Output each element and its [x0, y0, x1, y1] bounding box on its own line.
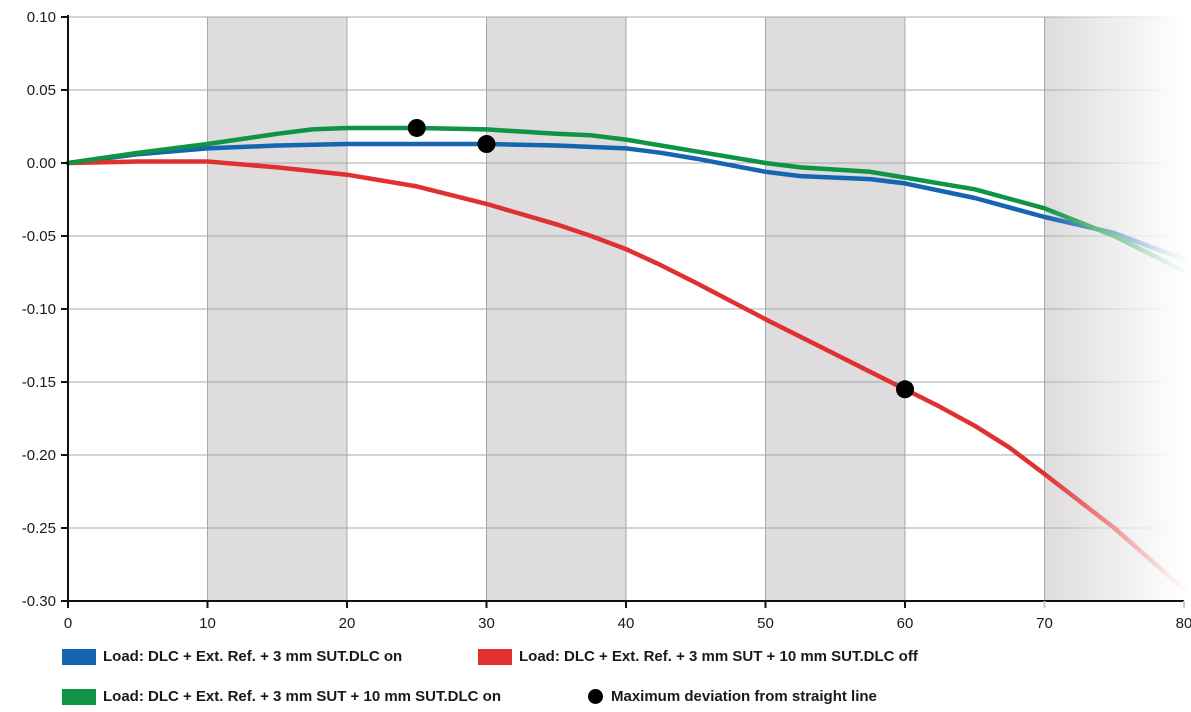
deviation-markers [407, 118, 914, 399]
y-tick-label-2: 0.00 [27, 155, 56, 172]
y-tick-labels: 0.10 0.05 0.00 -0.05 -0.10 -0.15 -0.20 -0.25 -0.… [22, 9, 56, 610]
legend-item-marker: Maximum deviation from straight line [588, 688, 877, 705]
x-tick-labels: 0 10 20 30 40 50 60 70 80 [64, 615, 1191, 632]
y-tick-label-5: -0.15 [22, 374, 56, 391]
legend-label-red: Load: DLC + Ext. Ref. + 3 mm SUT + 10 mm… [519, 648, 918, 665]
x-tick-label-2: 20 [339, 615, 356, 632]
max-deviation-point-0 [407, 118, 426, 137]
y-tick-label-1: 0.05 [27, 82, 56, 99]
max-deviation-point-2 [896, 380, 914, 399]
max-deviation-point-1 [477, 135, 496, 154]
y-tick-label-6: -0.20 [22, 447, 56, 464]
x-tick-label-5: 50 [757, 615, 774, 632]
legend-label-marker: Maximum deviation from straight line [611, 688, 877, 705]
legend-marker-dot [588, 689, 603, 704]
legend-swatch-green [62, 688, 96, 705]
x-tick-label-7: 70 [1036, 615, 1053, 632]
x-tick-label-0: 0 [64, 615, 72, 632]
series-lines [65, 125, 1187, 592]
series-line-0 [65, 141, 1187, 262]
legend-item-green: Load: DLC + Ext. Ref. + 3 mm SUT + 10 mm… [62, 688, 501, 705]
y-tick-label-7: -0.25 [22, 520, 56, 537]
x-tick-label-1: 10 [199, 615, 216, 632]
legend-item-red: Load: DLC + Ext. Ref. + 3 mm SUT + 10 mm… [478, 648, 918, 665]
x-tick-label-6: 60 [897, 615, 914, 632]
x-tick-label-3: 30 [478, 615, 495, 632]
fade-overlay [1045, 0, 1191, 640]
legend-item-blue: Load: DLC + Ext. Ref. + 3 mm SUT.DLC on [62, 648, 402, 665]
legend-swatch-blue [62, 648, 96, 665]
series-line-1 [65, 159, 1187, 592]
legend: Load: DLC + Ext. Ref. + 3 mm SUT.DLC on … [0, 640, 1191, 712]
y-tick-label-3: -0.05 [22, 228, 56, 245]
legend-label-blue: Load: DLC + Ext. Ref. + 3 mm SUT.DLC on [103, 648, 403, 665]
series-line-2 [65, 125, 1187, 274]
axes [61, 15, 1185, 608]
legend-swatch-red [478, 648, 512, 665]
chart: 0.10 0.05 0.00 -0.05 -0.10 -0.15 -0.20 -0.25 -0.… [22, 0, 1191, 640]
y-tick-label-0: 0.10 [27, 9, 56, 26]
legend-label-green: Load: DLC + Ext. Ref. + 3 mm SUT + 10 mm… [103, 688, 501, 705]
x-tick-label-8: 80 [1176, 615, 1191, 632]
y-tick-label-8: -0.30 [22, 593, 56, 610]
x-tick-label-4: 40 [618, 615, 635, 632]
y-tick-label-4: -0.10 [22, 301, 56, 318]
